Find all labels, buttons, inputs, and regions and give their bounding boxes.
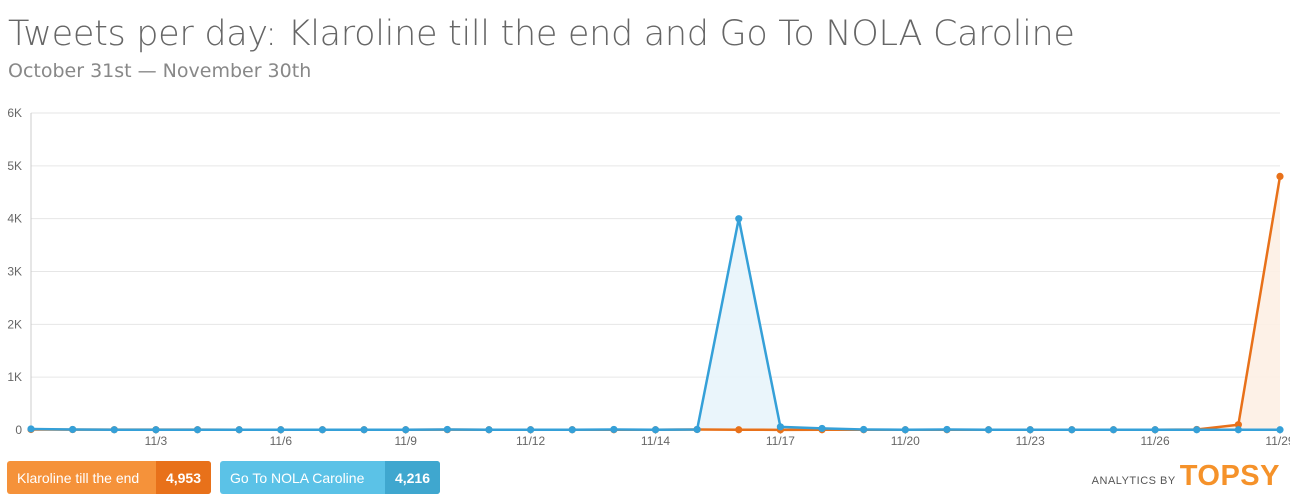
data-point [69,425,77,434]
data-point [235,426,243,434]
data-point [360,426,368,434]
data-point [193,426,202,434]
x-tick-label: 11/9 [394,434,417,448]
data-point [527,426,535,434]
y-tick-label: 1K [7,370,22,384]
data-point [1276,172,1284,180]
data-point [818,424,826,433]
y-tick-label: 0 [15,423,22,437]
data-point [402,426,410,434]
data-point [943,425,951,434]
data-point [485,426,493,434]
data-point [984,426,993,434]
analytics-by-label: ANALYTICS BY [1091,475,1176,487]
data-point [735,215,743,223]
series-line-0 [30,176,1282,432]
data-point [693,425,701,434]
topsy-logo: TOPSY [1179,460,1280,492]
y-tick-label: 6K [7,106,22,120]
data-point [776,423,785,431]
data-point [1234,426,1242,434]
legend-label: Go To NOLA Caroline [230,469,365,486]
data-point [1234,421,1242,429]
data-point [1026,426,1034,434]
data-point [318,426,327,434]
y-tick-label: 4K [7,212,22,226]
x-tick-label: 11/20 [891,434,920,448]
x-tick-label: 11/12 [516,434,545,448]
legend-item-go-to-nola[interactable]: Go To NOLA Caroline 4,216 [220,461,440,494]
data-point [1193,426,1201,434]
topsy-branding[interactable]: ANALYTICS BY TOPSY [1092,460,1280,492]
y-tick-label: 3K [7,265,22,279]
data-point [568,426,576,434]
x-tick-label: 11/26 [1141,434,1170,448]
data-point [1151,426,1159,434]
data-point [860,425,868,434]
y-tick-label: 5K [7,159,22,173]
chart-title: Tweets per day: Klaroline till the end a… [8,14,1075,54]
legend-label: Klaroline till the end [17,469,140,486]
x-tick-label: 11/29 [1265,434,1290,448]
y-tick-label: 2K [7,317,22,331]
data-point [651,426,660,434]
series-area-0 [31,176,1280,430]
data-point [1109,426,1118,434]
legend-item-klaroline[interactable]: Klaroline till the end 4,953 [7,461,211,494]
chart-subtitle: October 31st — November 30th [8,60,312,82]
x-tick-label: 11/6 [270,434,293,448]
x-tick-label: 11/17 [766,434,795,448]
data-point [610,425,618,434]
data-point [110,426,118,434]
data-point [152,426,160,434]
data-point [735,426,743,434]
data-point [277,426,285,434]
data-point [27,425,35,433]
legend-count: 4,953 [155,461,211,494]
x-tick-label: 11/23 [1016,434,1045,448]
legend-count: 4,216 [384,461,440,494]
data-point [1068,426,1076,434]
tweets-chart: 0 1K 2K 3K 4K 5K 6K 11/3 11/6 11/9 11/12 11/14 11/17… [7,106,1290,448]
data-point [1276,426,1284,434]
x-tick-label: 11/3 [145,434,168,448]
data-point [901,426,909,434]
x-tick-label: 11/14 [641,434,670,448]
data-point [443,425,451,434]
